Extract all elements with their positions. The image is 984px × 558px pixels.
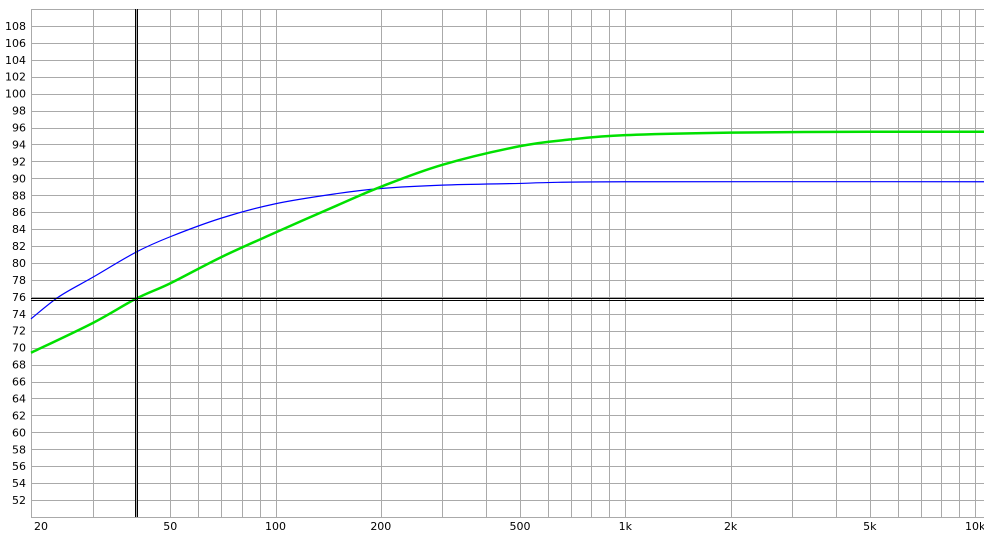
y-axis-labels: 52 54 56 58 60 62 64 66 68 70 72 74 76 78 80 82 84 86 88 90… — [5, 20, 26, 507]
y-tick-label: 102 — [5, 71, 26, 84]
y-tick-label: 92 — [12, 155, 26, 168]
x-tick-label: 10k — [965, 520, 984, 533]
y-tick-label: 78 — [12, 274, 26, 287]
y-tick-label: 72 — [12, 325, 26, 338]
y-tick-label: 66 — [12, 376, 26, 389]
x-tick-label: 20 — [34, 520, 48, 533]
y-tick-label: 96 — [12, 122, 26, 135]
x-tick-label: 50 — [163, 520, 177, 533]
y-tick-label: 84 — [12, 223, 26, 236]
y-tick-label: 60 — [12, 426, 26, 439]
x-tick-label: 5k — [863, 520, 877, 533]
x-tick-label: 500 — [510, 520, 531, 533]
y-tick-label: 52 — [12, 494, 26, 507]
y-tick-label: 94 — [12, 138, 26, 151]
y-tick-label: 98 — [12, 105, 26, 118]
y-tick-label: 88 — [12, 189, 26, 202]
x-tick-label: 2k — [724, 520, 738, 533]
series-lines — [31, 132, 984, 353]
y-tick-label: 82 — [12, 240, 26, 253]
series-green-line — [31, 132, 984, 353]
y-tick-label: 86 — [12, 206, 26, 219]
x-axis-labels: 20 50 100 200 500 1k 2k 5k 10k — [34, 520, 984, 533]
y-tick-label: 104 — [5, 54, 26, 67]
x-tick-label: 100 — [265, 520, 286, 533]
y-tick-label: 64 — [12, 392, 26, 405]
x-tick-label: 200 — [370, 520, 391, 533]
x-tick-label: 1k — [619, 520, 633, 533]
y-tick-label: 68 — [12, 359, 26, 372]
y-tick-label: 106 — [5, 37, 26, 50]
y-tick-label: 80 — [12, 257, 26, 270]
y-tick-label: 74 — [12, 308, 26, 321]
y-tick-label: 76 — [12, 291, 26, 304]
y-tick-label: 108 — [5, 20, 26, 33]
y-tick-label: 62 — [12, 409, 26, 422]
y-tick-label: 56 — [12, 460, 26, 473]
y-tick-label: 70 — [12, 342, 26, 355]
y-tick-label: 58 — [12, 443, 26, 456]
y-tick-label: 90 — [12, 172, 26, 185]
y-tick-label: 54 — [12, 477, 26, 490]
y-tick-label: 100 — [5, 88, 26, 101]
grid — [31, 9, 984, 518]
